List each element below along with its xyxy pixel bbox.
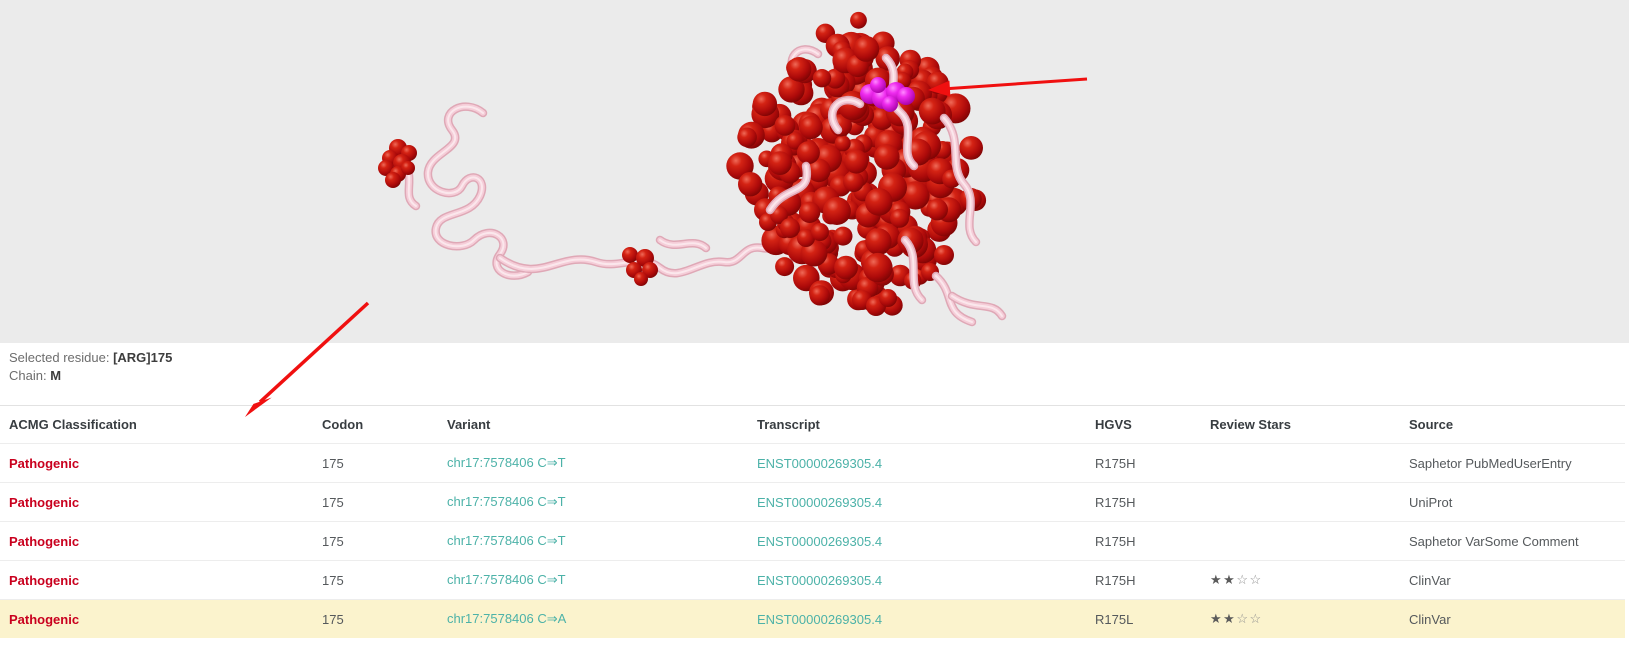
ribbon-foreground: [765, 53, 1007, 327]
selected-residue-label: Selected residue:: [9, 350, 110, 365]
cell-variant: chr17:7578406 C⇒T: [447, 521, 757, 561]
table-row: Pathogenic 175 chr17:7578406 C⇒A ENST000002…: [0, 599, 1625, 638]
variant-link[interactable]: chr17:7578406 C⇒A: [447, 611, 567, 626]
column-header-source: Source: [1409, 405, 1625, 444]
cell-codon: 175: [322, 482, 447, 522]
variant-link[interactable]: chr17:7578406 C⇒T: [447, 533, 566, 548]
variant-link[interactable]: chr17:7578406 C⇒T: [447, 455, 566, 470]
classification-label: Pathogenic: [9, 533, 80, 549]
chain-label: Chain:: [9, 368, 47, 383]
cell-transcript: ENST00000269305.4: [757, 599, 1095, 638]
table-header-row: ACMG Classification Codon Variant Transcrip…: [0, 405, 1625, 444]
table-row: Pathogenic 175 chr17:7578406 C⇒T ENST000002…: [0, 482, 1625, 522]
cell-source: ClinVar: [1409, 560, 1625, 600]
variant-table-body: Pathogenic 175 chr17:7578406 C⇒T ENST000002…: [0, 443, 1625, 638]
transcript-link[interactable]: ENST00000269305.4: [757, 455, 883, 471]
cell-codon: 175: [322, 443, 447, 483]
cell-classification: Pathogenic: [0, 482, 322, 522]
cell-variant: chr17:7578406 C⇒A: [447, 599, 757, 638]
cell-variant: chr17:7578406 C⇒T: [447, 482, 757, 522]
selected-residue-line: Selected residue: [ARG]175: [9, 349, 1629, 367]
variant-table: ACMG Classification Codon Variant Transcrip…: [0, 405, 1625, 638]
column-header-codon: Codon: [322, 405, 447, 444]
cell-classification: Pathogenic: [0, 521, 322, 561]
mutation-spheres: [378, 11, 987, 316]
cell-stars: [1210, 443, 1409, 483]
review-stars-icon: ★★☆☆: [1210, 572, 1263, 587]
cell-variant: chr17:7578406 C⇒T: [447, 560, 757, 600]
chain-line: Chain: M: [9, 367, 1629, 385]
table-row: Pathogenic 175 chr17:7578406 C⇒T ENST000002…: [0, 443, 1625, 483]
cell-hgvs: R175H: [1095, 482, 1210, 522]
column-header-transcript: Transcript: [757, 405, 1095, 444]
table-row: Pathogenic 175 chr17:7578406 C⇒T ENST000002…: [0, 560, 1625, 600]
cell-codon: 175: [322, 599, 447, 638]
cell-stars: ★★☆☆: [1210, 560, 1409, 600]
cell-codon: 175: [322, 521, 447, 561]
cell-source: ClinVar: [1409, 599, 1625, 638]
column-header-stars: Review Stars: [1210, 405, 1409, 444]
table-row: Pathogenic 175 chr17:7578406 C⇒T ENST000002…: [0, 521, 1625, 561]
classification-label: Pathogenic: [9, 572, 80, 588]
cell-transcript: ENST00000269305.4: [757, 560, 1095, 600]
review-stars-icon: ★★☆☆: [1210, 611, 1263, 626]
transcript-link[interactable]: ENST00000269305.4: [757, 533, 883, 549]
protein-3d-viewer[interactable]: [0, 0, 1629, 343]
cell-hgvs: R175H: [1095, 521, 1210, 561]
cell-classification: Pathogenic: [0, 560, 322, 600]
cell-codon: 175: [322, 560, 447, 600]
variant-link[interactable]: chr17:7578406 C⇒T: [447, 494, 566, 509]
cell-transcript: ENST00000269305.4: [757, 482, 1095, 522]
column-header-variant: Variant: [447, 405, 757, 444]
chain-value: M: [50, 368, 62, 383]
cell-hgvs: R175L: [1095, 599, 1210, 638]
cell-source: Saphetor PubMedUserEntry: [1409, 443, 1625, 483]
column-header-classification: ACMG Classification: [0, 405, 322, 444]
column-header-hgvs: HGVS: [1095, 405, 1210, 444]
cell-hgvs: R175H: [1095, 560, 1210, 600]
cell-variant: chr17:7578406 C⇒T: [447, 443, 757, 483]
selected-residue-spheres: [860, 77, 915, 112]
cell-classification: Pathogenic: [0, 443, 322, 483]
cell-source: UniProt: [1409, 482, 1625, 522]
cell-hgvs: R175H: [1095, 443, 1210, 483]
cell-classification: Pathogenic: [0, 599, 322, 638]
variant-link[interactable]: chr17:7578406 C⇒T: [447, 572, 566, 587]
selected-residue-value: [ARG]175: [113, 350, 173, 365]
cell-transcript: ENST00000269305.4: [757, 443, 1095, 483]
selection-info: Selected residue: [ARG]175 Chain: M: [0, 343, 1629, 385]
transcript-link[interactable]: ENST00000269305.4: [757, 611, 883, 627]
cell-stars: [1210, 482, 1409, 522]
protein-structure-graphic: [378, 11, 1007, 327]
transcript-link[interactable]: ENST00000269305.4: [757, 572, 883, 588]
cell-transcript: ENST00000269305.4: [757, 521, 1095, 561]
cell-stars: [1210, 521, 1409, 561]
transcript-link[interactable]: ENST00000269305.4: [757, 494, 883, 510]
ribbon-backbone: [397, 45, 823, 280]
cell-source: Saphetor VarSome Comment: [1409, 521, 1625, 561]
classification-label: Pathogenic: [9, 611, 80, 627]
classification-label: Pathogenic: [9, 455, 80, 471]
cell-stars: ★★☆☆: [1210, 599, 1409, 638]
classification-label: Pathogenic: [9, 494, 80, 510]
